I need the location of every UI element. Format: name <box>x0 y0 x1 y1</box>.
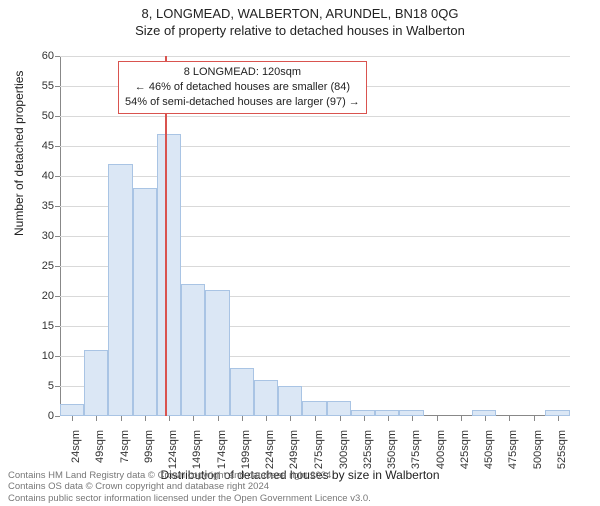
histogram-bar <box>84 350 108 416</box>
xtick-label: 400sqm <box>435 430 447 469</box>
ytick-label: 50 <box>42 110 54 122</box>
xtick-mark <box>509 416 510 421</box>
grid-line <box>60 116 570 117</box>
xtick-label: 24sqm <box>70 430 82 463</box>
xtick-mark <box>388 416 389 421</box>
ytick-mark <box>55 146 60 147</box>
xtick-mark <box>437 416 438 421</box>
ytick-label: 5 <box>48 380 54 392</box>
xtick-label: 275sqm <box>313 430 325 469</box>
xtick-mark <box>218 416 219 421</box>
ytick-label: 10 <box>42 350 54 362</box>
ytick-mark <box>55 176 60 177</box>
ytick-mark <box>55 326 60 327</box>
histogram-bar <box>157 134 181 416</box>
xtick-mark <box>242 416 243 421</box>
footer-line: Contains HM Land Registry data © Crown c… <box>8 470 371 481</box>
xtick-label: 375sqm <box>410 430 422 469</box>
ytick-label: 35 <box>42 200 54 212</box>
histogram-bar <box>108 164 132 416</box>
page-subtitle: Size of property relative to detached ho… <box>0 23 600 38</box>
ytick-mark <box>55 206 60 207</box>
xtick-mark <box>340 416 341 421</box>
xtick-mark <box>558 416 559 421</box>
info-box-line: 8 LONGMEAD: 120sqm <box>125 65 360 80</box>
histogram-bar <box>60 404 84 416</box>
xtick-label: 199sqm <box>240 430 252 469</box>
xtick-label: 249sqm <box>288 430 300 469</box>
ytick-label: 20 <box>42 290 54 302</box>
ytick-mark <box>55 356 60 357</box>
xtick-label: 99sqm <box>143 430 155 463</box>
histogram-bar <box>205 290 229 416</box>
ytick-mark <box>55 266 60 267</box>
xtick-mark <box>461 416 462 421</box>
xtick-mark <box>266 416 267 421</box>
ytick-label: 55 <box>42 80 54 92</box>
xtick-label: 475sqm <box>507 430 519 469</box>
xtick-mark <box>96 416 97 421</box>
xtick-label: 350sqm <box>386 430 398 469</box>
histogram-bar <box>327 401 351 416</box>
xtick-label: 450sqm <box>483 430 495 469</box>
xtick-label: 224sqm <box>264 430 276 469</box>
grid-line <box>60 176 570 177</box>
xtick-mark <box>169 416 170 421</box>
footer-attribution: Contains HM Land Registry data © Crown c… <box>8 470 371 504</box>
ytick-label: 25 <box>42 260 54 272</box>
xtick-mark <box>364 416 365 421</box>
info-box-line: 54% of semi-detached houses are larger (… <box>125 95 360 110</box>
xtick-label: 174sqm <box>216 430 228 469</box>
ytick-mark <box>55 86 60 87</box>
xtick-mark <box>193 416 194 421</box>
histogram-bar <box>302 401 326 416</box>
ytick-label: 30 <box>42 230 54 242</box>
grid-line <box>60 146 570 147</box>
footer-line: Contains OS data © Crown copyright and d… <box>8 481 371 492</box>
xtick-label: 300sqm <box>338 430 350 469</box>
ytick-mark <box>55 236 60 237</box>
footer-line: Contains public sector information licen… <box>8 493 371 504</box>
ytick-mark <box>55 296 60 297</box>
y-axis-label: Number of detached properties <box>12 71 26 236</box>
xtick-label: 500sqm <box>532 430 544 469</box>
ytick-mark <box>55 116 60 117</box>
grid-line <box>60 56 570 57</box>
xtick-mark <box>72 416 73 421</box>
info-box-line: ← 46% of detached houses are smaller (84… <box>125 80 360 95</box>
ytick-label: 0 <box>48 410 54 422</box>
xtick-mark <box>412 416 413 421</box>
ytick-mark <box>55 56 60 57</box>
histogram-bar <box>278 386 302 416</box>
ytick-mark <box>55 386 60 387</box>
xtick-label: 49sqm <box>94 430 106 463</box>
xtick-mark <box>145 416 146 421</box>
histogram-bar <box>133 188 157 416</box>
ytick-mark <box>55 416 60 417</box>
chart-area: 05101520253035404550556024sqm49sqm74sqm9… <box>60 56 570 416</box>
page-title: 8, LONGMEAD, WALBERTON, ARUNDEL, BN18 0Q… <box>0 6 600 21</box>
xtick-mark <box>534 416 535 421</box>
ytick-label: 60 <box>42 50 54 62</box>
histogram-bar <box>230 368 254 416</box>
ytick-label: 15 <box>42 320 54 332</box>
xtick-label: 425sqm <box>459 430 471 469</box>
xtick-label: 74sqm <box>119 430 131 463</box>
xtick-label: 124sqm <box>167 430 179 469</box>
xtick-label: 325sqm <box>362 430 374 469</box>
xtick-label: 149sqm <box>191 430 203 469</box>
ytick-label: 40 <box>42 170 54 182</box>
xtick-mark <box>485 416 486 421</box>
xtick-mark <box>290 416 291 421</box>
xtick-mark <box>315 416 316 421</box>
xtick-label: 525sqm <box>556 430 568 469</box>
histogram-bar <box>254 380 278 416</box>
ytick-label: 45 <box>42 140 54 152</box>
info-box: 8 LONGMEAD: 120sqm← 46% of detached hous… <box>118 61 367 114</box>
histogram-bar <box>181 284 205 416</box>
xtick-mark <box>121 416 122 421</box>
